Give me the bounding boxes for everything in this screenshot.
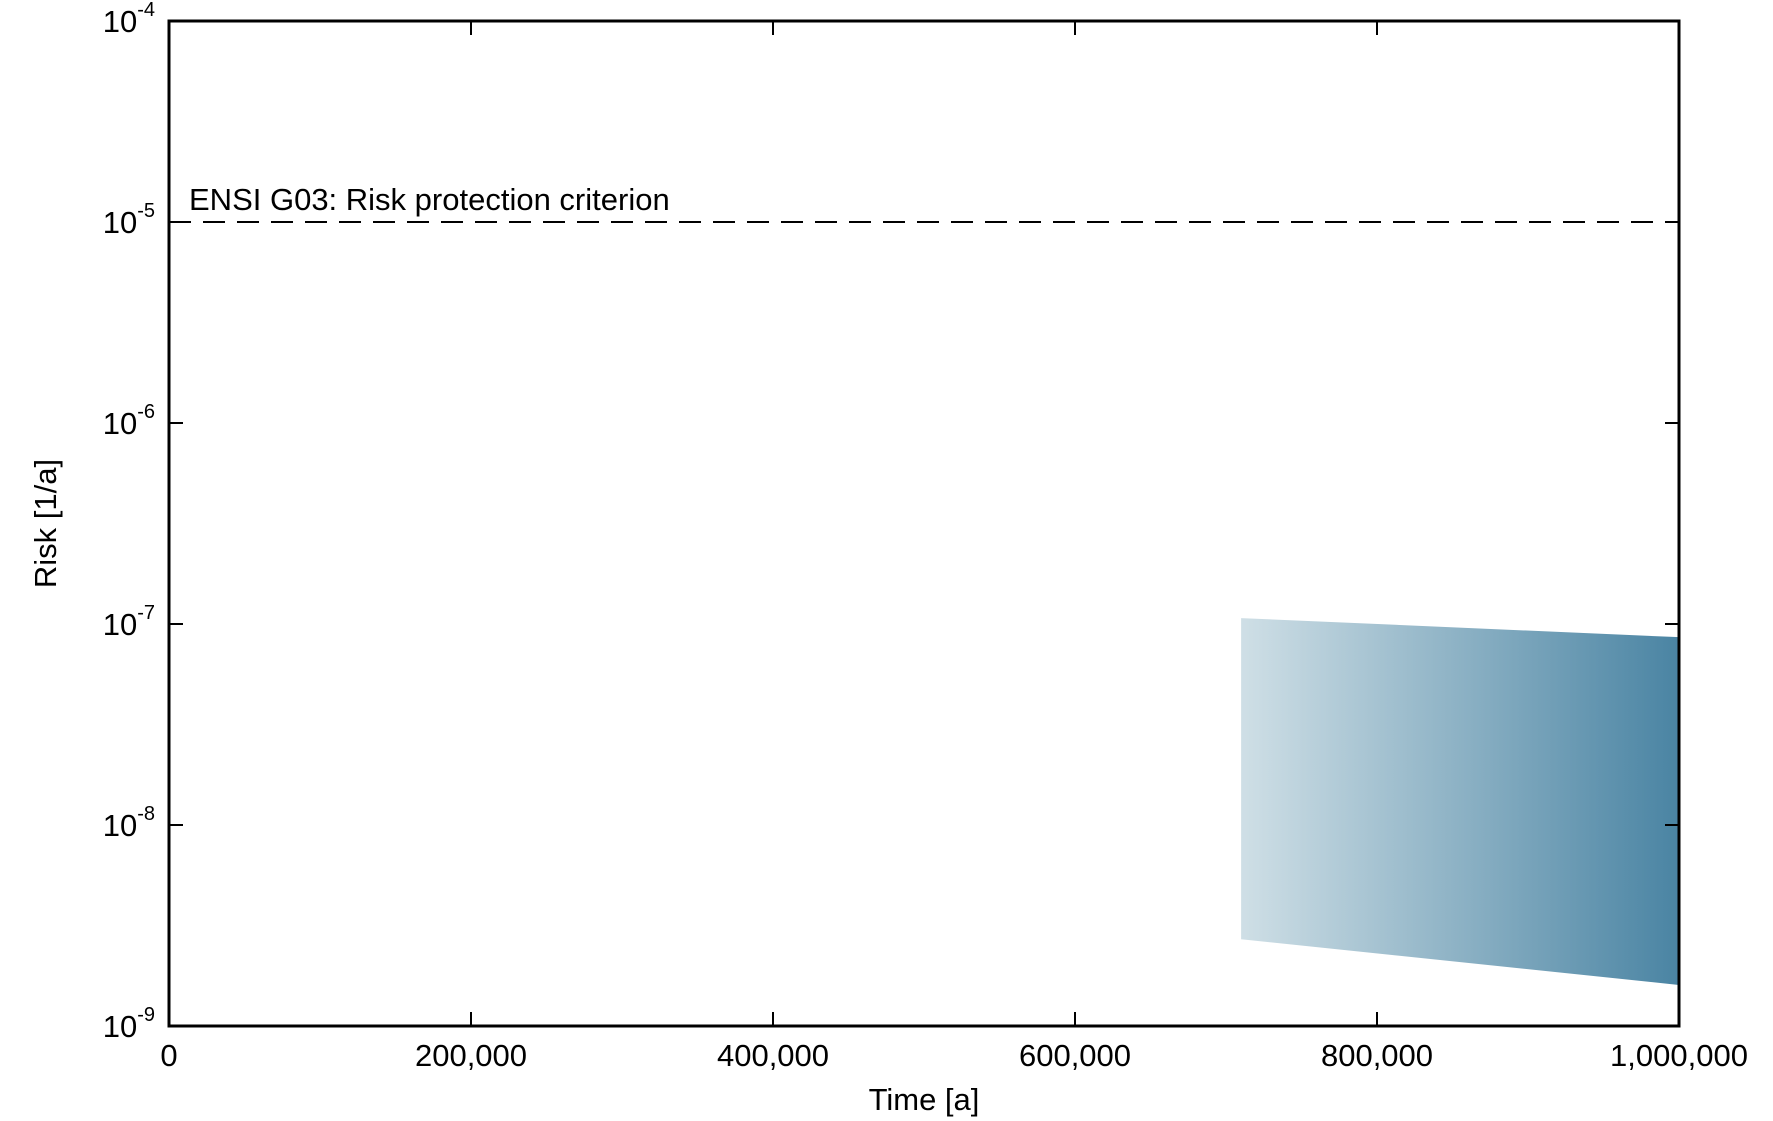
x-tick-label: 0 xyxy=(160,1038,177,1073)
plot-frame xyxy=(167,19,1681,1028)
y-axis-title: Risk [1/a] xyxy=(28,459,63,588)
y-tick-exponent: -7 xyxy=(137,602,155,624)
y-tick-label: 10-6 xyxy=(103,401,155,441)
y-tick-base: 10 xyxy=(103,808,137,843)
y-axis-ticks: 10-910-810-710-610-510-4 xyxy=(103,0,1679,1044)
x-tick-label: 400,000 xyxy=(717,1038,829,1073)
y-tick-label: 10-7 xyxy=(103,602,155,642)
x-tick-label: 200,000 xyxy=(415,1038,527,1073)
risk-criterion-label: ENSI G03: Risk protection criterion xyxy=(189,182,670,217)
y-tick-exponent: -8 xyxy=(137,803,155,825)
y-tick-label: 10-5 xyxy=(103,200,155,240)
y-tick-base: 10 xyxy=(103,607,137,642)
y-tick-exponent: -5 xyxy=(137,200,155,222)
x-tick-label: 600,000 xyxy=(1019,1038,1131,1073)
y-tick-base: 10 xyxy=(103,205,137,240)
x-axis-ticks: 0 200,000 400,000 600,000 800,000 1,000,000 xyxy=(160,21,1748,1073)
y-tick-exponent: -9 xyxy=(137,1004,155,1026)
x-tick-label: 800,000 xyxy=(1321,1038,1433,1073)
risk-band-area xyxy=(1241,618,1679,985)
y-tick-label: 10-8 xyxy=(103,803,155,843)
y-tick-label: 10-4 xyxy=(103,0,155,39)
x-tick-label: 1,000,000 xyxy=(1610,1038,1748,1073)
x-axis-title: Time [a] xyxy=(869,1082,980,1117)
y-tick-exponent: -6 xyxy=(137,401,155,423)
y-tick-base: 10 xyxy=(103,1009,137,1044)
y-tick-base: 10 xyxy=(103,406,137,441)
y-tick-exponent: -4 xyxy=(137,0,155,21)
y-tick-base: 10 xyxy=(103,4,137,39)
y-tick-label: 10-9 xyxy=(103,1004,155,1044)
